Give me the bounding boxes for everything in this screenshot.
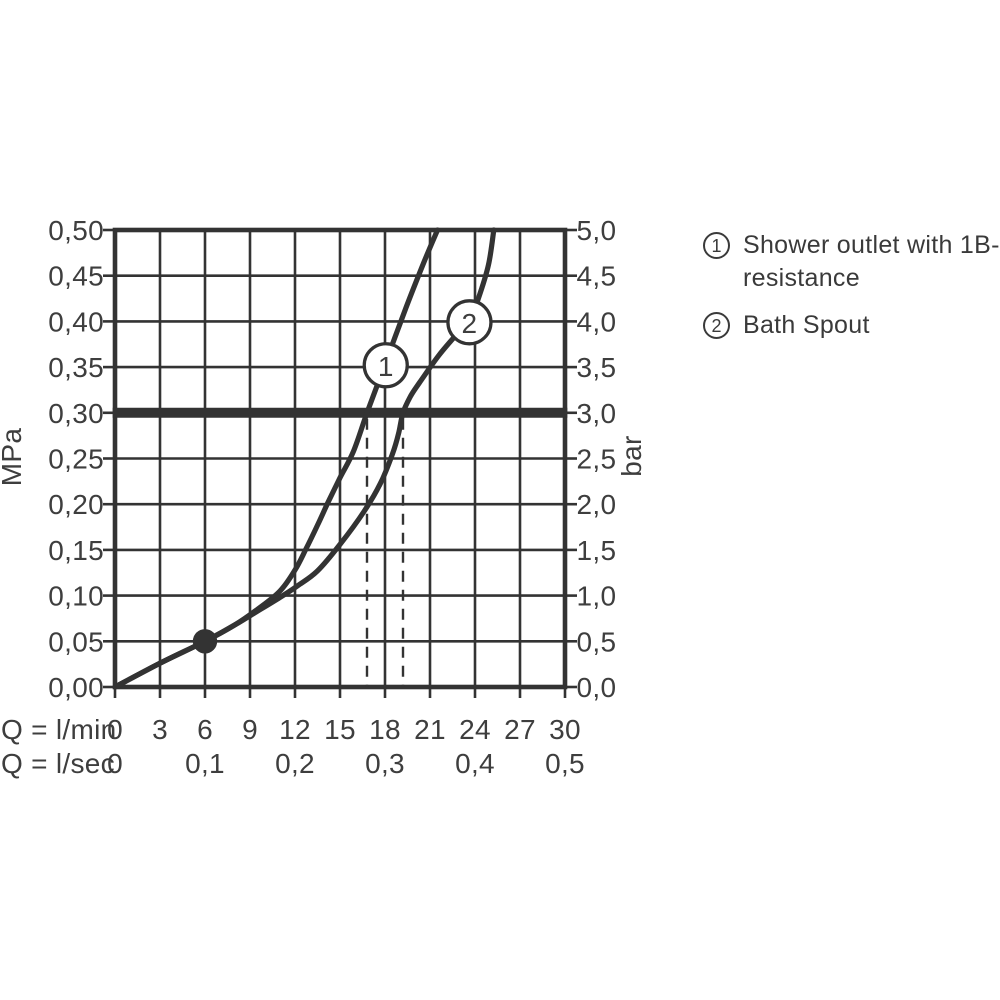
y-axis-title-mpa: MPa (0, 428, 27, 487)
legend-item-bath-spout: 2 Bath Spout (703, 309, 1000, 342)
legend-label-shower-line2: resistance (743, 264, 860, 292)
y-left-tick-label: 0,40 (48, 306, 104, 337)
x-lmin-tick-label: 9 (242, 714, 258, 745)
x-lsec-tick-label: 0,5 (545, 748, 585, 779)
x-axis-row-label-lmin: Q = l/min (1, 714, 117, 745)
y-left-tick-label: 0,35 (48, 352, 104, 383)
y-right-tick-label: 2,0 (577, 489, 617, 520)
legend: 1 Shower outlet with 1B- resistance 2 Ba… (703, 229, 1000, 342)
legend-item-shower: 1 Shower outlet with 1B- resistance (703, 229, 1000, 295)
x-lsec-tick-label: 0,3 (365, 748, 405, 779)
legend-marker-2-icon: 2 (703, 312, 730, 339)
y-right-tick-label: 0,5 (577, 626, 617, 657)
x-lsec-tick-label: 0,1 (185, 748, 225, 779)
curve-marker-2-icon (446, 299, 493, 346)
y-right-tick-label: 4,5 (577, 261, 617, 292)
legend-marker-2-number: 2 (711, 315, 722, 336)
x-lmin-tick-label: 6 (197, 714, 213, 745)
y-axis-title-bar: bar (616, 435, 647, 476)
x-lmin-tick-label: 15 (324, 714, 356, 745)
y-left-tick-label: 0,15 (48, 535, 104, 566)
x-lmin-tick-label: 18 (369, 714, 401, 745)
y-right-tick-label: 1,5 (577, 535, 617, 566)
legend-label-shower: Shower outlet with 1B- resistance (743, 229, 1000, 295)
x-lmin-tick-label: 24 (459, 714, 491, 745)
legend-marker-1-number: 1 (711, 235, 722, 256)
x-lmin-tick-label: 12 (279, 714, 311, 745)
legend-marker-1-icon: 1 (703, 232, 730, 259)
y-right-tick-label: 3,5 (577, 352, 617, 383)
x-lmin-tick-label: 0 (107, 714, 123, 745)
y-left-tick-label: 0,45 (48, 261, 104, 292)
y-left-tick-label: 0,50 (48, 215, 104, 246)
y-left-tick-label: 0,25 (48, 444, 104, 475)
legend-label-bath-spout-line1: Bath Spout (743, 311, 870, 339)
operating-point-dot (192, 629, 218, 654)
y-right-tick-label: 2,5 (577, 444, 617, 475)
y-left-tick-label: 0,20 (48, 489, 104, 520)
curve-marker-2-number: 2 (462, 308, 478, 339)
curve-marker-1-number: 1 (378, 351, 394, 382)
legend-label-shower-line1: Shower outlet with 1B- (743, 231, 1000, 259)
y-right-tick-label: 3,0 (577, 398, 617, 429)
y-right-tick-label: 1,0 (577, 581, 617, 612)
x-lsec-tick-label: 0 (107, 748, 123, 779)
x-lmin-tick-label: 30 (549, 714, 581, 745)
y-left-tick-label: 0,05 (48, 626, 104, 657)
y-right-tick-label: 5,0 (577, 215, 617, 246)
x-lsec-tick-label: 0,2 (275, 748, 315, 779)
y-left-tick-label: 0,10 (48, 581, 104, 612)
y-right-tick-label: 4,0 (577, 306, 617, 337)
legend-label-bath-spout: Bath Spout (743, 309, 870, 342)
x-lmin-tick-label: 3 (152, 714, 168, 745)
y-right-tick-label: 0,0 (577, 672, 617, 703)
y-left-tick-label: 0,00 (48, 672, 104, 703)
curve-marker-1-icon (362, 342, 409, 389)
x-axis-row-label-lsec: Q = l/sec (1, 748, 115, 779)
x-lsec-tick-label: 0,4 (455, 748, 495, 779)
x-lmin-tick-label: 21 (414, 714, 446, 745)
y-left-tick-label: 0,30 (48, 398, 104, 429)
x-lmin-tick-label: 27 (504, 714, 536, 745)
